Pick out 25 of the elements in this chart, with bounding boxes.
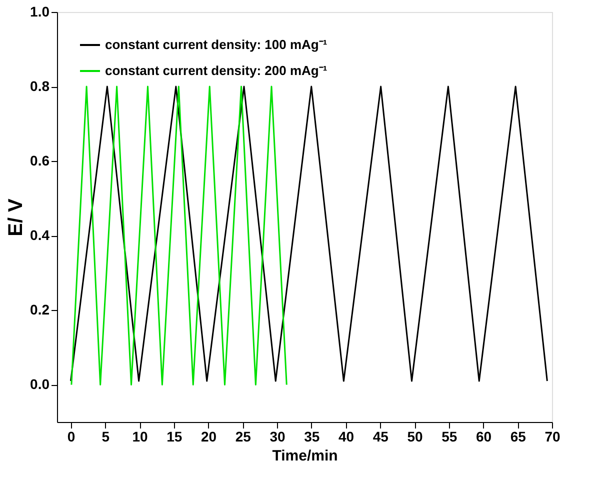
y-tick-label: 0.8: [30, 78, 50, 94]
y-tick-label: 0.2: [30, 302, 50, 318]
x-tick-label: 40: [338, 428, 354, 444]
x-tick-label: 55: [442, 428, 458, 444]
x-tick-label: 60: [476, 428, 492, 444]
y-tick-label: 0.0: [30, 376, 50, 392]
x-tick-label: 25: [235, 428, 252, 444]
y-tick-label: 1.0: [30, 4, 50, 20]
legend-label: constant current density: 200 mAg⁻¹: [105, 63, 328, 78]
x-tick-label: 20: [200, 428, 217, 444]
x-tick-label: 15: [166, 428, 182, 444]
x-axis-title: Time/min: [272, 448, 338, 464]
x-tick-label: 10: [132, 428, 148, 444]
x-tick-label: 0: [67, 428, 76, 444]
x-tick-label: 70: [544, 428, 560, 444]
x-tick-label: 5: [102, 428, 110, 444]
x-tick-label: 50: [407, 428, 423, 444]
x-tick-label: 45: [372, 428, 389, 444]
y-tick-label: 0.6: [30, 152, 50, 169]
x-tick-label: 30: [270, 428, 286, 444]
y-tick-label: 0.4: [30, 227, 50, 244]
x-tick-label: 35: [304, 428, 320, 444]
x-tick-label: 65: [510, 428, 526, 444]
y-axis-title: E/ V: [5, 198, 28, 236]
legend-label: constant current density: 100 mAg⁻¹: [105, 37, 328, 52]
